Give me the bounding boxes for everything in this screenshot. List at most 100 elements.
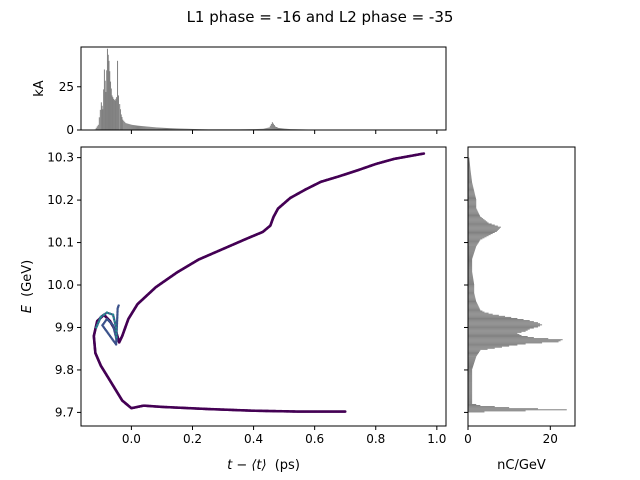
top-histogram-bar <box>180 128 182 130</box>
side-histogram-bar <box>468 320 530 322</box>
top-histogram-bar <box>125 123 127 130</box>
side-histogram-bar <box>468 205 477 207</box>
side-histogram-bar <box>468 248 476 250</box>
top-histogram-bar <box>132 124 134 130</box>
top-histogram-bar <box>120 114 122 130</box>
side-histogram-bar <box>468 207 477 209</box>
side-histogram-bar <box>468 261 473 263</box>
top-histogram-bar <box>165 127 166 130</box>
top-histogram-bar <box>113 99 115 130</box>
side-histogram-bar <box>468 160 470 162</box>
top-histogram-bar <box>279 128 281 130</box>
top-histogram-bar <box>282 128 284 130</box>
side-histogram-bar <box>468 172 471 174</box>
top-histogram-bar <box>151 127 153 130</box>
side-histogram-bar <box>468 285 475 287</box>
top-histogram-bar <box>184 128 186 130</box>
main-y-tick-label: 10.3 <box>47 151 74 165</box>
side-histogram-bar <box>468 403 477 405</box>
side-histogram-bar <box>468 238 483 240</box>
side-histogram-bar <box>468 228 499 230</box>
side-histogram-bar <box>468 366 474 368</box>
side-histogram-bar <box>468 259 473 261</box>
side-histogram-bar <box>468 242 479 244</box>
side-histogram-bar <box>468 304 478 306</box>
side-histogram-bar <box>468 168 471 170</box>
side-histogram-bar <box>468 180 472 182</box>
side-histogram-bar <box>468 195 476 197</box>
side-histogram-bar <box>468 386 473 388</box>
top-histogram-bar <box>263 128 265 130</box>
side-histogram-bar <box>468 305 479 307</box>
side-histogram-bar <box>468 210 478 212</box>
top-histogram-bar <box>110 81 112 130</box>
side-histogram-bar <box>468 375 473 377</box>
main-y-label-variable: E <box>20 304 35 313</box>
side-histogram-bar <box>468 164 470 166</box>
chart-title: L1 phase = -16 and L2 phase = -35 <box>187 8 454 26</box>
main-y-tick-label: 9.7 <box>55 405 74 419</box>
side-histogram-bar <box>468 170 471 172</box>
side-histogram-bar <box>468 328 530 330</box>
top-histogram-bar <box>280 128 282 130</box>
side-histogram-bar <box>468 240 480 242</box>
side-histogram-bar <box>468 269 473 271</box>
side-histogram-bar <box>468 349 481 351</box>
side-histogram-bar <box>468 199 477 201</box>
side-histogram-bar <box>468 395 473 397</box>
top-histogram-bar <box>150 126 152 130</box>
side-histogram-bar <box>468 388 473 390</box>
scatter-point-dense <box>111 313 115 316</box>
side-histogram-bar <box>468 166 471 168</box>
side-histogram-bar <box>468 315 506 317</box>
side-histogram-bar <box>468 268 473 270</box>
main-y-tick-label: 9.9 <box>55 320 74 334</box>
main-y-tick-label: 10.2 <box>47 193 74 207</box>
side-histogram-bar <box>468 174 472 176</box>
scatter-points <box>92 152 426 413</box>
top-histogram-bar <box>114 100 116 130</box>
side-histogram-bar <box>468 203 477 205</box>
side-histogram-bar <box>468 279 474 281</box>
top-histogram-bar <box>176 128 178 130</box>
side-histogram-bar <box>468 209 478 211</box>
side-histogram-bar <box>468 348 488 350</box>
side-histogram-bar <box>468 227 500 229</box>
side-histogram-bar <box>468 252 475 254</box>
side-histogram-bar <box>468 408 538 410</box>
side-histogram-bar <box>468 286 475 288</box>
top-histogram-bar <box>191 128 193 130</box>
side-histogram-bar <box>468 244 477 246</box>
top-histogram-bar <box>146 126 148 130</box>
side-histogram-bar <box>468 299 476 301</box>
main-x-tick-label: 0.0 <box>122 432 141 446</box>
top-histogram-bar <box>158 127 160 130</box>
side-histogram-bar <box>468 260 473 262</box>
side-histogram-bar <box>468 272 473 274</box>
top-histogram-bar <box>166 127 168 130</box>
top-histogram-frame <box>80 46 447 131</box>
top-histogram-bar <box>102 109 104 130</box>
side-histogram-bar <box>468 264 473 266</box>
side-histogram-bar <box>468 291 475 293</box>
top-histogram-bar <box>119 104 121 130</box>
top-histogram-bar <box>116 97 118 130</box>
side-histogram-bar <box>468 366 473 368</box>
top-histogram-bar <box>187 128 189 130</box>
side-histogram-bar <box>468 219 485 221</box>
side-histogram-bar <box>468 365 474 367</box>
side-histogram-bar <box>468 215 480 217</box>
scatter-point-dense <box>105 311 109 314</box>
side-histogram-bar <box>468 297 476 299</box>
top-histogram-bar <box>171 128 173 130</box>
side-histogram-bar <box>468 257 473 259</box>
top-histogram-bar <box>174 128 176 130</box>
top-histogram-bar <box>131 124 133 130</box>
side-histogram-bar <box>468 319 524 321</box>
scatter-point-dense <box>95 326 98 329</box>
side-histogram-bar <box>468 411 485 413</box>
side-histogram-bar <box>468 401 473 403</box>
side-histogram-bar <box>468 216 481 218</box>
side-histogram-bar <box>468 249 475 251</box>
